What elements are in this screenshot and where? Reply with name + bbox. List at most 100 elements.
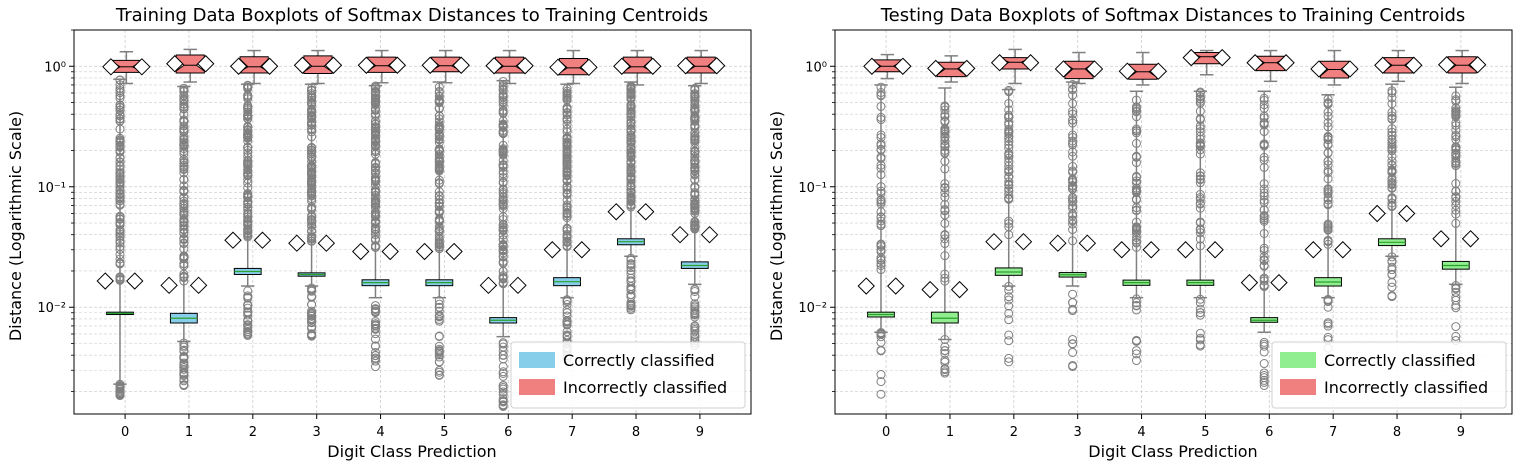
x-tick-label: 6 (504, 425, 512, 440)
legend-incorrect-swatch (1280, 379, 1316, 395)
incorrect-box-group (357, 49, 407, 84)
outlier-point (179, 374, 189, 384)
x-tick-label: 3 (313, 425, 321, 440)
outlier-point (1131, 349, 1141, 359)
incorrect-box-group (613, 49, 662, 86)
outlier-point (498, 387, 508, 397)
x-tick-label: 4 (376, 425, 384, 440)
incorrect-box-group (1310, 49, 1359, 86)
outlier-point (1004, 357, 1014, 367)
mean-marker (388, 56, 407, 74)
outlier-point (243, 303, 253, 313)
legend-box (1271, 341, 1507, 409)
y-tick-label: 10⁻¹ (798, 181, 827, 196)
outlier-point (243, 300, 253, 310)
outlier-point (1451, 322, 1461, 332)
outlier-point (498, 367, 508, 377)
correct-box-group (1112, 90, 1160, 366)
mean-marker (224, 231, 242, 249)
incorrect-box-group (1437, 49, 1487, 85)
y-tick-label: 10⁻² (798, 301, 827, 316)
mean-marker (644, 57, 662, 75)
mean-marker (1397, 204, 1416, 223)
mean-marker (1206, 241, 1224, 259)
mean-marker (293, 56, 312, 74)
mean-marker (197, 55, 215, 73)
outlier-point (940, 365, 950, 375)
outlier-point (307, 300, 317, 310)
outlier-point (1259, 370, 1269, 380)
outlier-point (434, 352, 444, 362)
outlier-point (626, 285, 636, 295)
mean-marker (857, 277, 875, 295)
correct-box-group (985, 85, 1033, 367)
legend-incorrect-swatch (519, 379, 555, 395)
outlier-point (562, 319, 572, 329)
incorrect-box-group (229, 49, 279, 85)
testing-panel: Testing Data Boxplots of Softmax Distanc… (767, 5, 1513, 461)
mean-marker (160, 276, 178, 295)
mean-marker (573, 241, 591, 259)
mean-marker (580, 58, 598, 77)
correct-box-group (479, 76, 527, 411)
outlier-point (1259, 359, 1269, 369)
incorrect-box-group (293, 49, 343, 85)
correct-box-group (857, 82, 905, 399)
outlier-point (370, 354, 380, 364)
outlier-point (1451, 300, 1461, 310)
outlier-point (243, 310, 253, 320)
y-tick-label: 10⁻¹ (37, 181, 66, 196)
legend-box (510, 341, 746, 409)
outlier-point (498, 350, 508, 360)
outlier-point (1195, 310, 1205, 320)
incorrect-box-group (990, 48, 1040, 85)
mean-marker (126, 272, 144, 290)
outlier-point (1323, 319, 1333, 329)
outlier-point (434, 370, 444, 380)
y-tick-label: 10⁰ (805, 60, 827, 75)
outlier-point (690, 321, 700, 331)
outlier-point (1387, 257, 1397, 267)
outlier-point (498, 400, 508, 410)
outlier-point (690, 326, 700, 336)
outlier-point (626, 269, 636, 279)
mean-marker (253, 231, 272, 249)
outlier-point (626, 263, 636, 273)
outlier-point (307, 315, 317, 325)
mean-marker (1432, 230, 1450, 248)
outlier-point (626, 259, 636, 269)
training-ylabel: Distance (Logarithmic Scale) (6, 111, 25, 341)
outlier-point (1451, 303, 1461, 313)
mean-marker (700, 225, 719, 244)
x-tick-label: 4 (1137, 425, 1145, 440)
mean-marker (1405, 56, 1423, 74)
outlier-point (498, 394, 508, 404)
outlier-point (626, 276, 636, 286)
outlier-point (179, 342, 189, 352)
outlier-point (626, 266, 636, 276)
outlier-point (1259, 347, 1269, 357)
x-tick-label: 7 (568, 425, 576, 440)
outlier-point (690, 312, 700, 322)
legend-correct-label: Correctly classified (1324, 351, 1476, 370)
outlier-point (1259, 377, 1269, 387)
outlier-point (115, 387, 125, 397)
mean-marker (357, 56, 376, 74)
outlier-point (434, 316, 444, 326)
outlier-point (370, 351, 380, 361)
mean-marker (1118, 62, 1137, 80)
mean-marker (479, 276, 498, 295)
outlier-point (690, 306, 700, 316)
correct-box-group (607, 81, 655, 315)
outlier-point (690, 292, 700, 302)
mean-marker (921, 280, 939, 299)
mean-marker (543, 241, 562, 259)
testing-title: Testing Data Boxplots of Softmax Distanc… (880, 5, 1466, 26)
outlier-point (243, 320, 253, 330)
mean-marker (189, 276, 208, 295)
mean-marker (1461, 230, 1480, 248)
incorrect-box-group (1246, 49, 1295, 83)
training-title: Training Data Boxplots of Softmax Distan… (115, 5, 708, 26)
axes-frame (834, 29, 1513, 415)
testing-ylabel: Distance (Logarithmic Scale) (767, 111, 786, 341)
